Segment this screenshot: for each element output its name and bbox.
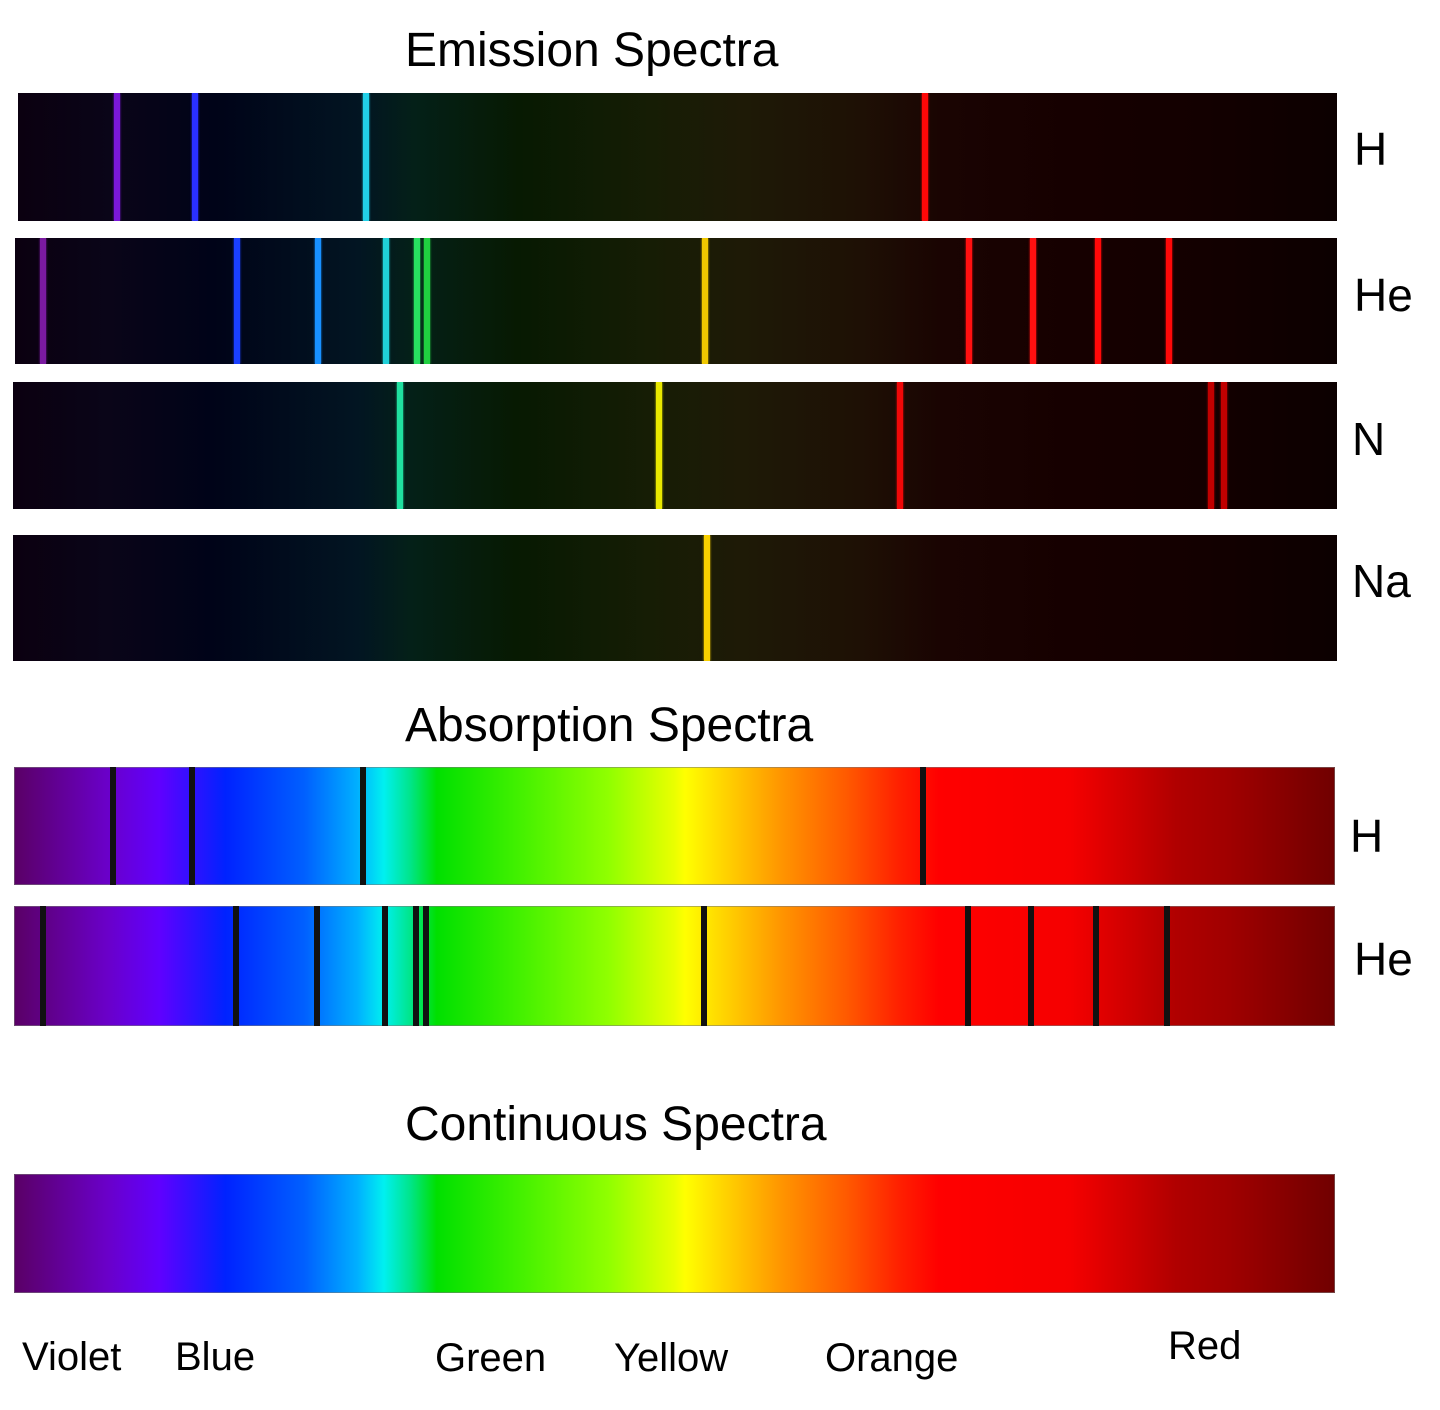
absorption-line xyxy=(40,906,47,1026)
emission-line xyxy=(656,382,663,509)
color-label-blue: Blue xyxy=(175,1335,256,1379)
emission-strip-n xyxy=(13,382,1337,509)
emission-line xyxy=(922,93,929,221)
absorption-line xyxy=(423,906,430,1026)
absorption-line xyxy=(700,906,707,1026)
emission-line xyxy=(1094,238,1101,364)
emission-strip-na xyxy=(13,535,1337,661)
emission-line xyxy=(39,238,46,364)
emission-strip-h xyxy=(18,93,1337,221)
emission-label-n: N xyxy=(1352,413,1386,465)
absorption-line xyxy=(359,767,366,885)
emission-label-he: He xyxy=(1354,269,1413,321)
emission-line xyxy=(702,238,709,364)
absorption-strip-h xyxy=(14,767,1335,885)
absorption-line xyxy=(313,906,320,1026)
absorption-label-h: H xyxy=(1350,810,1384,862)
emission-line xyxy=(113,93,120,221)
absorption-line xyxy=(110,767,117,885)
emission-line xyxy=(314,238,321,364)
color-label-yellow: Yellow xyxy=(614,1336,729,1380)
emission-label-h: H xyxy=(1354,123,1388,175)
emission-line xyxy=(1166,238,1173,364)
emission-line xyxy=(1029,238,1036,364)
continuous-spectra-title: Continuous Spectra xyxy=(405,1098,827,1151)
emission-line xyxy=(413,238,420,364)
emission-label-na: Na xyxy=(1352,555,1411,607)
emission-line xyxy=(383,238,390,364)
emission-line xyxy=(1221,382,1228,509)
absorption-line xyxy=(1092,906,1099,1026)
emission-line xyxy=(191,93,198,221)
emission-line xyxy=(966,238,973,364)
absorption-line xyxy=(1164,906,1171,1026)
emission-line xyxy=(234,238,241,364)
color-label-orange: Orange xyxy=(825,1336,959,1380)
absorption-line xyxy=(382,906,389,1026)
emission-line xyxy=(1208,382,1215,509)
absorption-line xyxy=(919,767,926,885)
absorption-label-he: He xyxy=(1354,933,1413,985)
absorption-line xyxy=(964,906,971,1026)
color-label-green: Green xyxy=(435,1336,547,1380)
absorption-spectra-title: Absorption Spectra xyxy=(405,699,814,752)
emission-strip-he xyxy=(15,238,1337,364)
absorption-line xyxy=(189,767,196,885)
absorption-line xyxy=(412,906,419,1026)
emission-line xyxy=(897,382,904,509)
absorption-line xyxy=(1028,906,1035,1026)
color-label-violet: Violet xyxy=(22,1335,122,1379)
emission-line xyxy=(424,238,431,364)
absorption-strip-he xyxy=(14,906,1335,1026)
continuous-strip xyxy=(14,1174,1335,1293)
emission-line xyxy=(363,93,370,221)
emission-line xyxy=(703,535,710,661)
emission-line xyxy=(396,382,403,509)
emission-spectra-title: Emission Spectra xyxy=(405,24,779,77)
color-label-red: Red xyxy=(1168,1324,1242,1368)
absorption-line xyxy=(232,906,239,1026)
